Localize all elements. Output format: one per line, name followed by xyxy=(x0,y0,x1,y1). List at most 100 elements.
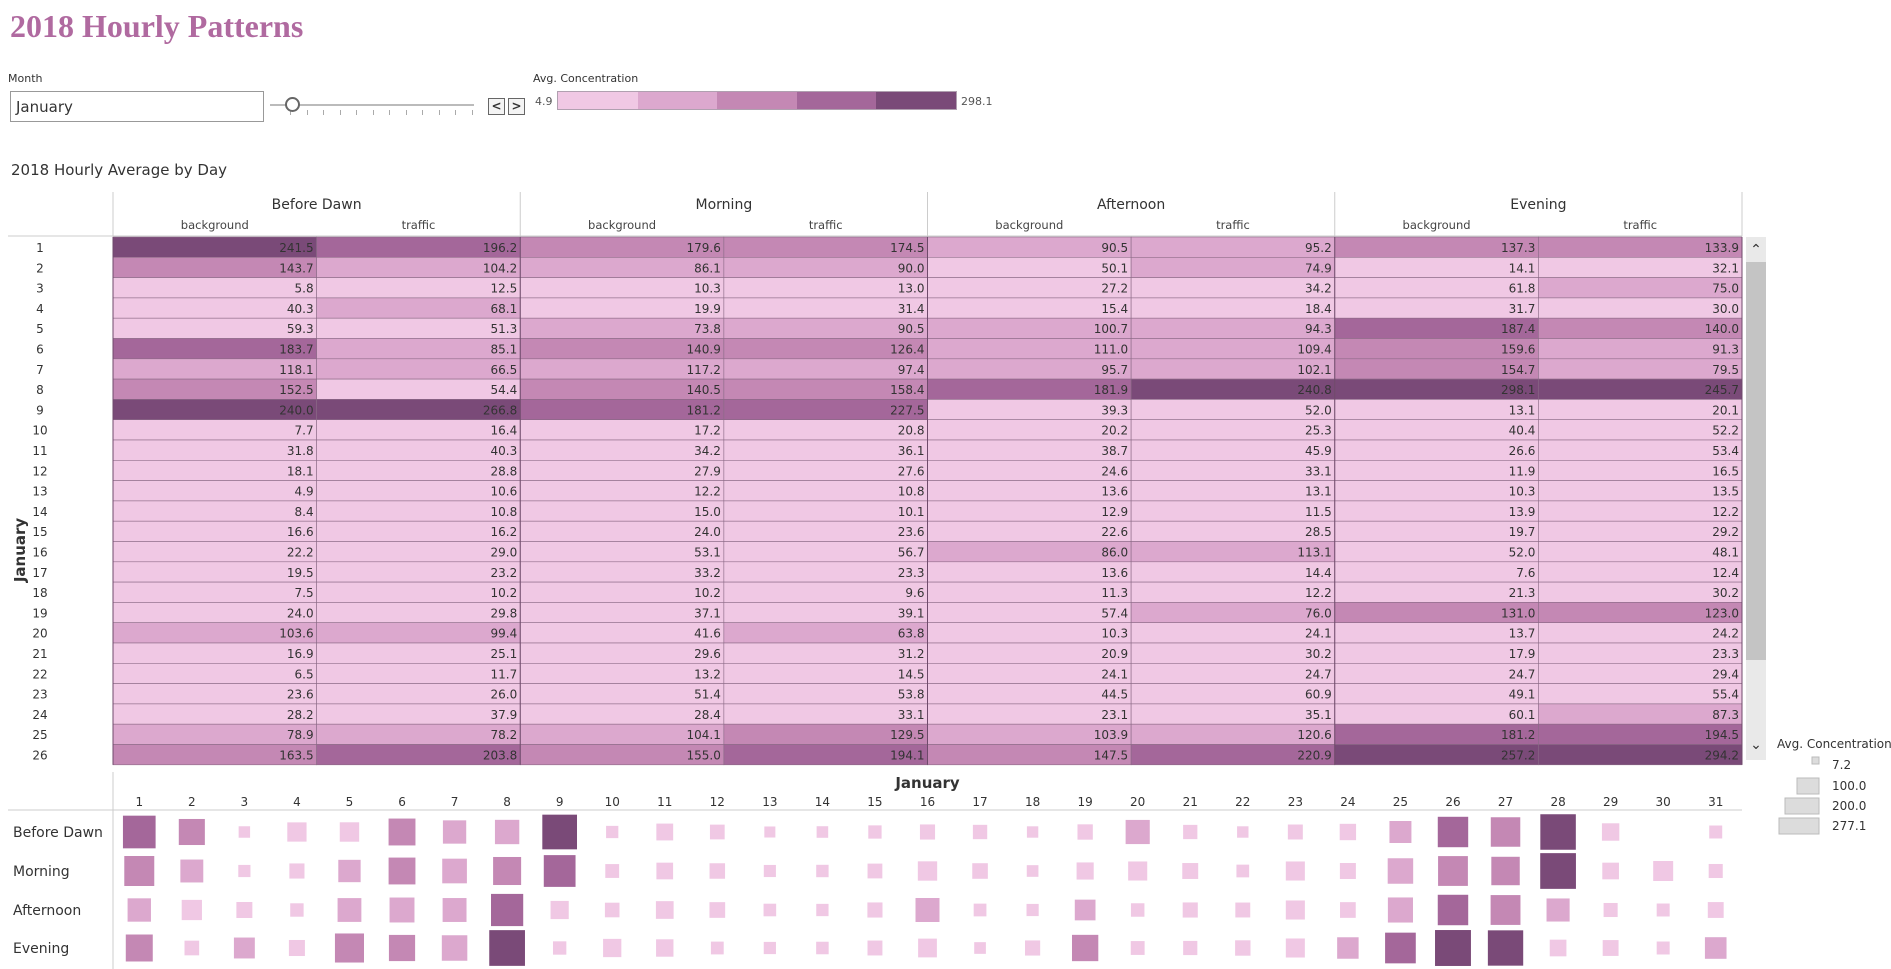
square-mark xyxy=(542,814,578,850)
heat-value: 9.6 xyxy=(905,586,924,600)
square-mark xyxy=(1387,858,1414,884)
square-mark xyxy=(1125,819,1150,845)
heat-value: 10.8 xyxy=(491,505,518,519)
month-filter-label: Month xyxy=(8,72,43,85)
square-mark xyxy=(494,819,520,845)
square-mark xyxy=(1708,863,1723,879)
square-mark xyxy=(388,857,416,885)
square-mark xyxy=(709,902,726,918)
heat-value: 140.5 xyxy=(687,383,721,397)
square-mark xyxy=(1491,856,1520,886)
square-mark xyxy=(238,864,251,878)
month-slider-track[interactable] xyxy=(270,104,474,106)
heat-value: 21.3 xyxy=(1509,586,1536,600)
period-row-label: Afternoon xyxy=(13,903,81,919)
day-axis-tick: 26 xyxy=(1445,795,1460,809)
heat-value: 294.2 xyxy=(1705,749,1739,763)
heat-value: 45.9 xyxy=(1305,444,1332,458)
square-mark xyxy=(1602,940,1619,956)
heat-value: 29.6 xyxy=(694,647,721,661)
day-axis-tick: 17 xyxy=(972,795,987,809)
day-axis-tick: 8 xyxy=(503,795,511,809)
heat-value: 111.0 xyxy=(1094,343,1128,357)
heat-value: 19.5 xyxy=(287,566,314,580)
heat-value: 102.1 xyxy=(1297,363,1331,377)
heat-value: 86.0 xyxy=(1101,546,1128,560)
heat-cell xyxy=(723,581,928,603)
square-mark xyxy=(972,824,988,840)
heat-value: 57.4 xyxy=(1101,606,1128,620)
heat-value: 23.1 xyxy=(1101,708,1128,722)
heat-cell xyxy=(112,419,317,441)
heat-value: 14.4 xyxy=(1305,566,1332,580)
heat-value: 16.5 xyxy=(1712,464,1739,478)
square-mark xyxy=(1707,902,1724,918)
heat-value: 44.5 xyxy=(1101,688,1128,702)
heat-value: 13.9 xyxy=(1509,505,1536,519)
heat-value: 13.0 xyxy=(898,282,925,296)
heat-value: 11.5 xyxy=(1305,505,1332,519)
square-mark xyxy=(442,898,467,922)
square-mark xyxy=(1601,823,1620,841)
square-mark xyxy=(1387,897,1413,923)
heat-value: 27.6 xyxy=(898,464,925,478)
heat-value: 78.9 xyxy=(287,728,314,742)
day-label: 13 xyxy=(32,485,47,499)
square-mark xyxy=(1287,824,1303,840)
heat-value: 90.5 xyxy=(898,322,925,336)
heat-value: 63.8 xyxy=(898,627,925,641)
day-axis-tick: 12 xyxy=(710,795,725,809)
heat-value: 32.1 xyxy=(1712,261,1739,275)
square-mark xyxy=(918,938,937,958)
color-legend-max: 298.1 xyxy=(961,95,993,108)
previous-month-button[interactable]: < xyxy=(488,98,505,115)
heat-value: 7.7 xyxy=(295,424,314,438)
period-header: Evening xyxy=(1510,197,1566,213)
heat-value: 51.3 xyxy=(491,322,518,336)
heat-value: 240.8 xyxy=(1297,383,1331,397)
heat-value: 117.2 xyxy=(687,363,721,377)
heat-value: 147.5 xyxy=(1094,749,1128,763)
day-label: 21 xyxy=(32,647,47,661)
day-axis-tick: 16 xyxy=(920,795,935,809)
slider-tick xyxy=(422,110,423,115)
heat-value: 25.1 xyxy=(491,647,518,661)
heat-value: 40.4 xyxy=(1509,424,1536,438)
heat-value: 59.3 xyxy=(287,322,314,336)
heat-value: 52.0 xyxy=(1305,403,1332,417)
heat-value: 66.5 xyxy=(491,363,518,377)
month-slider-handle[interactable] xyxy=(285,97,300,112)
heat-value: 103.6 xyxy=(279,627,313,641)
heat-value: 27.9 xyxy=(694,464,721,478)
slider-tick xyxy=(356,110,357,115)
heat-value: 28.2 xyxy=(287,708,314,722)
heat-value: 28.5 xyxy=(1305,525,1332,539)
square-mark xyxy=(491,893,524,927)
next-month-button[interactable]: > xyxy=(508,98,525,115)
heat-value: 27.2 xyxy=(1101,282,1128,296)
heat-value: 78.2 xyxy=(491,728,518,742)
heat-value: 23.6 xyxy=(898,525,925,539)
square-mark xyxy=(1182,902,1198,918)
square-mark xyxy=(1236,864,1250,878)
heat-value: 16.6 xyxy=(287,525,314,539)
square-mark xyxy=(1540,853,1576,889)
month-select[interactable]: January xyxy=(10,91,264,122)
heat-value: 13.5 xyxy=(1712,485,1739,499)
heat-value: 40.3 xyxy=(491,444,518,458)
heat-value: 19.9 xyxy=(694,302,721,316)
day-label: 24 xyxy=(32,708,47,722)
heat-value: 91.3 xyxy=(1712,343,1739,357)
heat-value: 10.1 xyxy=(898,505,925,519)
heat-value: 257.2 xyxy=(1501,749,1535,763)
dashboard-title: 2018 Hourly Patterns xyxy=(10,8,304,44)
heat-cell xyxy=(112,500,317,522)
square-mark xyxy=(178,818,205,846)
heat-value: 4.9 xyxy=(295,485,314,499)
slider-tick xyxy=(323,110,324,115)
slider-tick xyxy=(471,110,473,115)
square-mark xyxy=(710,941,724,955)
heat-value: 194.5 xyxy=(1705,728,1739,742)
heat-value: 56.7 xyxy=(898,546,925,560)
